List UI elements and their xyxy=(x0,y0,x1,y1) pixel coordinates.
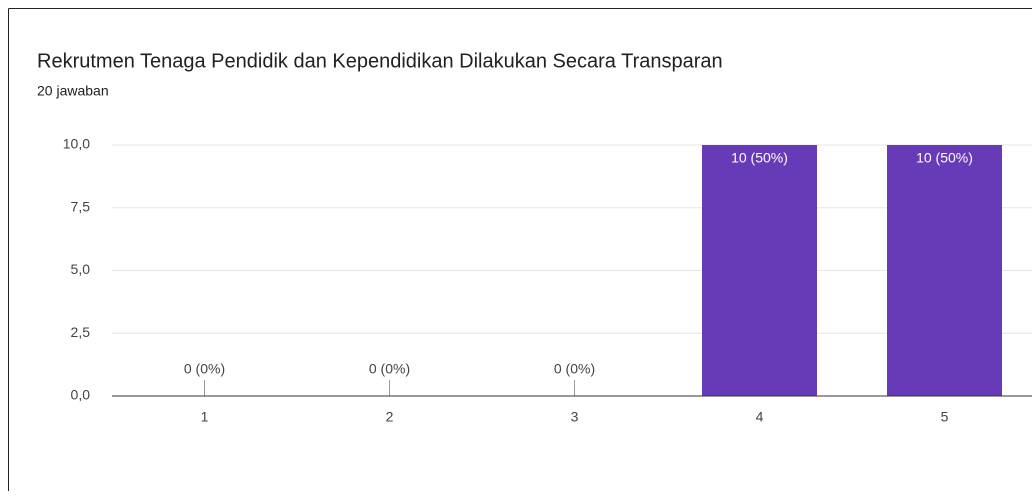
bar xyxy=(702,145,817,396)
data-label: 0 (0%) xyxy=(184,361,225,377)
y-tick-label: 2,5 xyxy=(71,324,91,340)
data-label: 0 (0%) xyxy=(369,361,410,377)
x-tick-label: 1 xyxy=(201,409,209,425)
x-tick-label: 5 xyxy=(941,409,949,425)
data-label: 0 (0%) xyxy=(554,361,595,377)
chart-subtitle: 20 jawaban xyxy=(37,83,109,99)
bar xyxy=(887,145,1002,396)
data-label: 10 (50%) xyxy=(731,150,788,166)
y-tick-label: 5,0 xyxy=(71,261,91,277)
data-label: 10 (50%) xyxy=(916,150,973,166)
y-tick-label: 10,0 xyxy=(63,136,90,152)
y-tick-label: 7,5 xyxy=(71,198,91,214)
chart-title: Rekrutmen Tenaga Pendidik dan Kependidik… xyxy=(37,50,723,72)
y-tick-label: 0,0 xyxy=(71,387,91,403)
x-tick-label: 4 xyxy=(756,409,764,425)
x-tick-label: 2 xyxy=(386,409,394,425)
x-tick-label: 3 xyxy=(571,409,579,425)
